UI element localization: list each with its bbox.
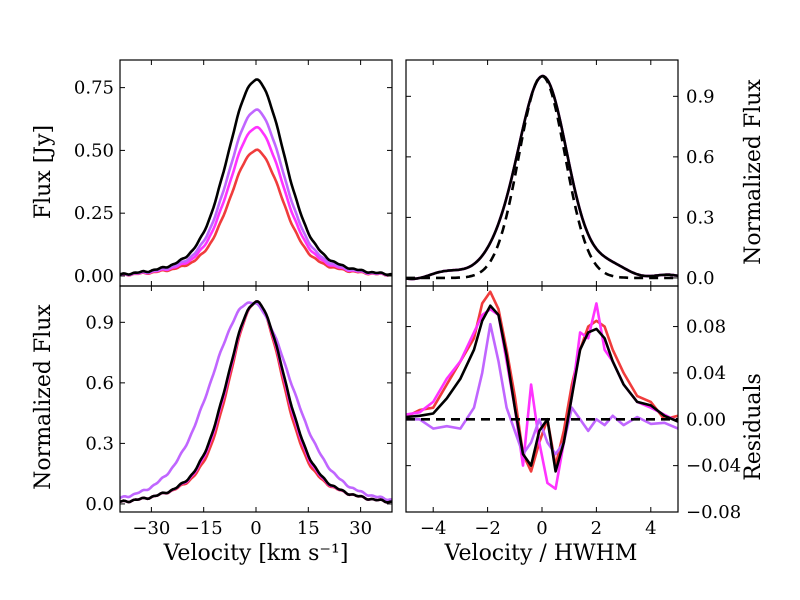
xlabel-bottom-left: Velocity [km s⁻¹]	[163, 541, 349, 566]
y-tick-label: 0.00	[74, 266, 114, 287]
x-tick-label: 2	[591, 518, 602, 539]
series-black	[406, 74, 678, 281]
y-tick-label: −0.08	[686, 502, 741, 523]
series-black	[120, 300, 392, 504]
y-tick-label: 0.6	[686, 147, 715, 168]
ylabel-bottom-left: Normalized Flux	[31, 304, 56, 490]
y-tick-label: 0.9	[686, 86, 715, 107]
panel-bottom-left: 0.0 0.3 0.6 0.9 −30 −15 0 15 30	[85, 285, 393, 539]
x-tick-label: 15	[297, 518, 320, 539]
series-violet	[120, 301, 392, 502]
y-tick-label: 0.75	[74, 78, 114, 99]
y-tick-label: 0.00	[686, 409, 726, 430]
y-tick-label: 0.08	[686, 317, 726, 338]
series-group	[406, 290, 678, 491]
series-black	[406, 304, 678, 473]
y-tick-label: 0.50	[74, 140, 114, 161]
x-tick-label: −2	[474, 518, 501, 539]
y-tick-label: −0.04	[686, 456, 741, 477]
panel-top-left: 0.00 0.25 0.50 0.75	[74, 59, 393, 287]
y-tick-label: 0.9	[85, 312, 114, 333]
x-tick-label: 0	[250, 518, 261, 539]
y-tick-label: 0.3	[686, 207, 715, 228]
y-tick-label: 0.6	[85, 373, 114, 394]
panel-bottom-right: −0.08 −0.04 0.00 0.04 0.08 −4 −2 0 2 4	[405, 285, 741, 539]
x-tick-label: −15	[185, 518, 223, 539]
x-tick-label: 4	[645, 518, 656, 539]
series-gaussian-model	[406, 74, 678, 280]
y-tick-label: 0.0	[686, 268, 715, 289]
panels: 0.00 0.25 0.50 0.75 0.0 0.3 0.6 0.9 0.0 0.3 0.6 0.9…	[74, 59, 741, 539]
ylabel-bottom-right: Residuals	[741, 373, 766, 481]
x-tick-label: −4	[420, 518, 447, 539]
series-group	[120, 78, 392, 277]
y-tick-label: 0.0	[85, 494, 114, 515]
y-tick-label: 0.3	[85, 433, 114, 454]
y-tick-label: 0.04	[686, 363, 726, 384]
x-tick-label: −30	[132, 518, 170, 539]
ylabel-top-right: Normalized Flux	[741, 79, 766, 265]
panel-top-right: 0.0 0.3 0.6 0.9	[405, 59, 715, 289]
xlabel-bottom-right: Velocity / HWHM	[444, 541, 638, 566]
y-tick-label: 0.25	[74, 203, 114, 224]
x-tick-label: 0	[536, 518, 547, 539]
series-group	[120, 300, 392, 504]
series-black	[120, 78, 392, 277]
x-tick-label: 30	[349, 518, 372, 539]
ylabel-top-left: Flux [Jy]	[31, 125, 56, 219]
series-group	[406, 74, 678, 281]
